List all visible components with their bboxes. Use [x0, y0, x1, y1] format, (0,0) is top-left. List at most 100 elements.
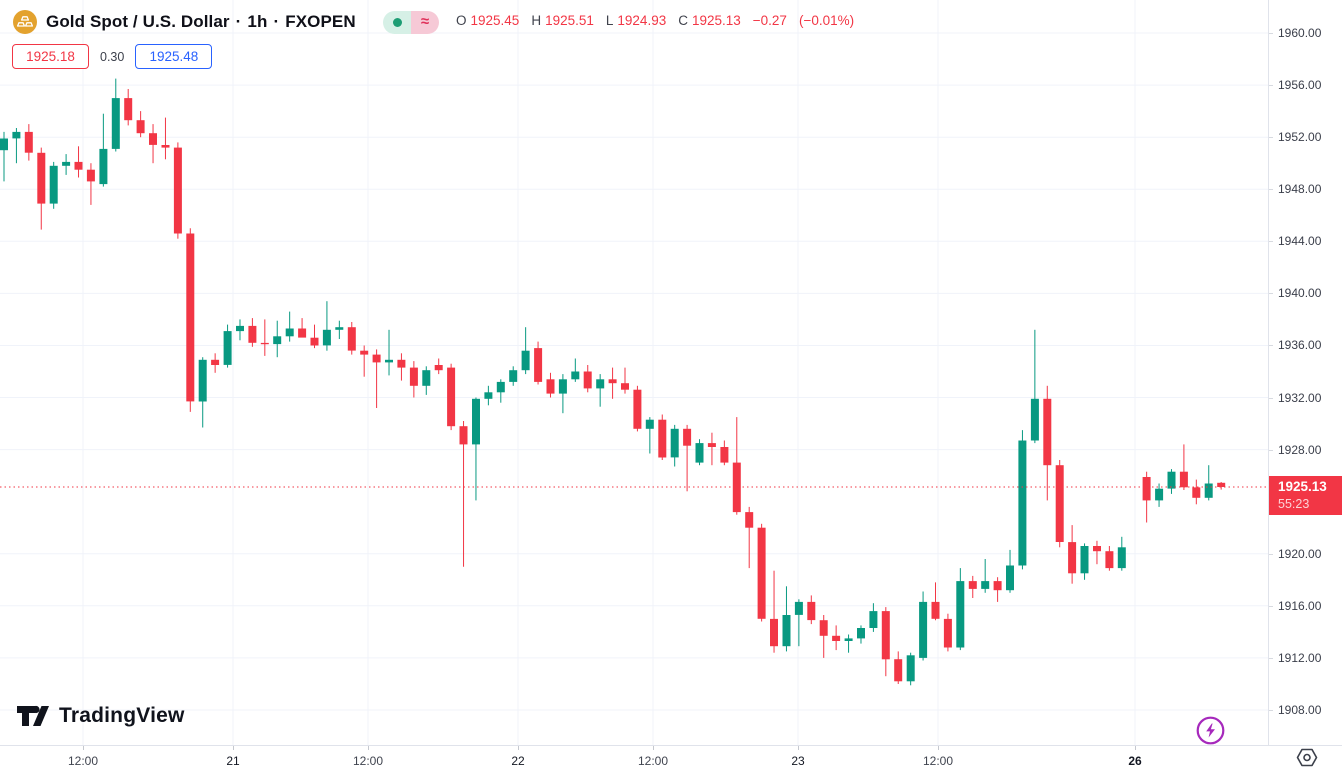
candle[interactable]	[869, 603, 878, 632]
candle[interactable]	[819, 615, 828, 658]
candle[interactable]	[434, 358, 443, 375]
candle[interactable]	[509, 366, 518, 386]
candle[interactable]	[844, 634, 853, 653]
candle[interactable]	[86, 163, 95, 205]
candle[interactable]	[173, 142, 182, 239]
buy-ask-button[interactable]: 1925.48	[135, 44, 213, 69]
candle[interactable]	[1192, 479, 1201, 505]
candle[interactable]	[670, 424, 679, 467]
candle[interactable]	[49, 161, 58, 209]
candle[interactable]	[111, 78, 120, 152]
candle[interactable]	[360, 345, 369, 377]
candle[interactable]	[894, 651, 903, 684]
candle[interactable]	[372, 349, 381, 408]
sell-bid-button[interactable]: 1925.18	[12, 44, 89, 69]
candle[interactable]	[161, 117, 170, 160]
candle[interactable]	[1179, 444, 1188, 490]
candle[interactable]	[37, 147, 46, 230]
candle[interactable]	[621, 367, 629, 394]
candle[interactable]	[546, 372, 555, 398]
candle[interactable]	[1204, 465, 1213, 501]
candle[interactable]	[62, 154, 71, 175]
candle[interactable]	[484, 385, 493, 406]
candle[interactable]	[1093, 540, 1101, 565]
candle[interactable]	[832, 625, 841, 651]
candle[interactable]	[633, 385, 642, 432]
candle[interactable]	[707, 432, 716, 466]
time-axis[interactable]: 12:00 21 12:00 22 12:00 23 12:00 26	[0, 745, 1342, 777]
candle[interactable]	[496, 379, 505, 403]
candle[interactable]	[534, 341, 543, 385]
candle[interactable]	[409, 361, 418, 398]
candle[interactable]	[695, 439, 704, 466]
candle[interactable]	[260, 319, 269, 356]
candle[interactable]	[472, 397, 480, 501]
candle[interactable]	[335, 320, 344, 339]
candle[interactable]	[658, 414, 667, 461]
candle[interactable]	[770, 570, 778, 653]
candle[interactable]	[459, 421, 468, 567]
candle[interactable]	[720, 440, 729, 466]
candle[interactable]	[968, 575, 977, 598]
candle[interactable]	[1055, 460, 1064, 548]
symbol-title[interactable]: Gold Spot / U.S. Dollar · 1h · FXOPEN	[46, 12, 356, 32]
candle[interactable]	[993, 577, 1002, 602]
axis-settings-icon[interactable]	[1296, 748, 1318, 767]
candle[interactable]	[285, 311, 294, 342]
candle[interactable]	[1105, 546, 1114, 571]
candle[interactable]	[186, 228, 195, 412]
candle[interactable]	[0, 131, 8, 182]
candle[interactable]	[1006, 549, 1014, 593]
candle[interactable]	[571, 358, 580, 382]
candle[interactable]	[521, 327, 530, 375]
candle[interactable]	[223, 324, 232, 368]
candle[interactable]	[99, 113, 108, 187]
candle[interactable]	[1117, 536, 1126, 571]
candle[interactable]	[1155, 483, 1164, 507]
candle[interactable]	[1080, 543, 1089, 580]
candle[interactable]	[422, 366, 431, 395]
candle[interactable]	[211, 353, 220, 373]
candle[interactable]	[919, 591, 928, 661]
candle[interactable]	[596, 374, 605, 407]
candle[interactable]	[12, 128, 21, 164]
candle[interactable]	[298, 318, 307, 338]
candle[interactable]	[745, 506, 754, 569]
candle[interactable]	[757, 523, 766, 622]
instant-trading-lightning-button[interactable]	[1196, 716, 1225, 745]
candle[interactable]	[956, 568, 965, 651]
candle[interactable]	[1142, 471, 1151, 523]
candle[interactable]	[645, 417, 654, 454]
candle[interactable]	[248, 318, 257, 347]
candle[interactable]	[683, 424, 692, 492]
candle[interactable]	[794, 599, 803, 647]
candle[interactable]	[236, 319, 244, 341]
candle[interactable]	[583, 365, 592, 393]
candle[interactable]	[447, 363, 456, 431]
candle[interactable]	[1018, 430, 1027, 570]
candle[interactable]	[74, 146, 83, 178]
candle[interactable]	[981, 559, 990, 593]
candle[interactable]	[1030, 329, 1039, 444]
candle[interactable]	[1068, 525, 1077, 584]
candle[interactable]	[906, 652, 915, 686]
candle[interactable]	[273, 320, 282, 358]
candle[interactable]	[881, 607, 890, 677]
candle[interactable]	[608, 367, 617, 399]
candle[interactable]	[1167, 469, 1176, 494]
candle[interactable]	[397, 353, 406, 381]
candle[interactable]	[931, 582, 940, 621]
candle[interactable]	[347, 322, 356, 355]
candle[interactable]	[385, 329, 393, 376]
candle[interactable]	[558, 374, 567, 414]
candle[interactable]	[136, 111, 145, 138]
candle[interactable]	[310, 324, 319, 349]
candle[interactable]	[198, 357, 207, 428]
delayed-data-pill[interactable]: ≈	[411, 11, 439, 34]
candle[interactable]	[24, 124, 33, 161]
candle[interactable]	[149, 124, 157, 164]
candle[interactable]	[732, 417, 741, 515]
price-axis[interactable]: 1925.13 55:23 1960.00 1956.00 1952.00 1948.…	[1268, 0, 1342, 745]
candle[interactable]	[857, 625, 865, 644]
candle[interactable]	[1217, 482, 1226, 490]
